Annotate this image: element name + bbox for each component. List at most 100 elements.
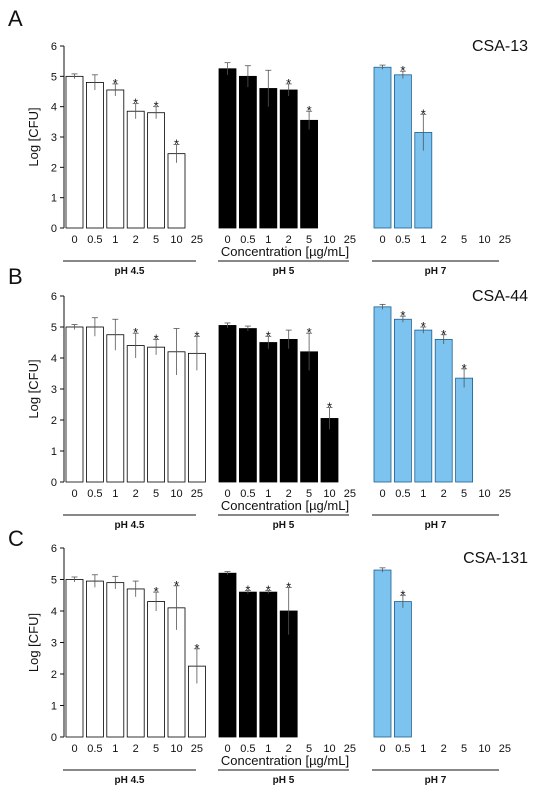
- x-tick-label: 2: [286, 234, 292, 246]
- significance-star: *: [154, 99, 159, 114]
- bar: [373, 66, 392, 229]
- y-tick-label: 6: [51, 41, 57, 53]
- bar: [187, 352, 206, 483]
- significance-star: *: [400, 63, 405, 78]
- x-tick-label: 10: [323, 743, 335, 755]
- bar: [455, 377, 474, 483]
- x-tick-label: 0: [71, 234, 77, 246]
- significance-star: *: [133, 325, 138, 340]
- y-tick-label: 2: [51, 162, 57, 174]
- x-tick-label: 10: [323, 234, 335, 246]
- y-axis-label: Log [CFU]: [26, 613, 41, 672]
- y-tick-label: 4: [51, 353, 57, 365]
- y-tick-label: 4: [51, 102, 57, 114]
- bar: [218, 572, 237, 738]
- bar: [106, 89, 125, 229]
- x-tick-label: 0.5: [87, 488, 102, 500]
- bar: [106, 334, 125, 483]
- bar: [86, 82, 104, 229]
- bar: [218, 325, 237, 483]
- x-tick-label: 0: [379, 234, 385, 246]
- x-tick-label: 2: [133, 743, 139, 755]
- significance-star: *: [133, 96, 138, 111]
- bar: [167, 153, 186, 229]
- x-tick-label: 0.5: [240, 234, 255, 246]
- bar: [300, 351, 319, 483]
- x-tick-label: 25: [191, 234, 203, 246]
- y-tick-label: 3: [51, 384, 57, 396]
- group-label: pH 4.5: [114, 775, 144, 786]
- y-tick-label: 0: [51, 732, 57, 744]
- chart-title: CSA-13: [472, 38, 528, 55]
- group-label: pH 7: [425, 520, 447, 531]
- x-tick-label: 5: [306, 488, 312, 500]
- y-tick-label: 6: [51, 543, 57, 555]
- x-tick-label: 0.5: [395, 488, 410, 500]
- x-tick-label: 1: [112, 743, 118, 755]
- bar: [414, 329, 433, 483]
- group-label: pH 7: [425, 775, 447, 786]
- panel-letter: C: [8, 526, 24, 551]
- significance-star: *: [286, 579, 291, 594]
- bar: [434, 338, 453, 483]
- bar: [86, 326, 104, 483]
- x-tick-label: 10: [170, 488, 182, 500]
- x-tick-label: 2: [133, 234, 139, 246]
- group-label: pH 5: [273, 520, 295, 531]
- x-tick-label: 2: [133, 488, 139, 500]
- group-label: pH 5: [273, 266, 295, 277]
- x-tick-label: 5: [461, 488, 467, 500]
- x-tick-label: 0.5: [87, 234, 102, 246]
- bar: [259, 342, 278, 483]
- x-tick-label: 0: [379, 743, 385, 755]
- bar: [238, 75, 257, 229]
- x-tick-label: 0.5: [240, 743, 255, 755]
- x-tick-label: 25: [499, 488, 511, 500]
- significance-star: *: [194, 328, 199, 343]
- x-tick-label: 2: [286, 488, 292, 500]
- x-tick-label: 10: [478, 743, 490, 755]
- x-tick-label: 5: [153, 488, 159, 500]
- y-tick-label: 1: [51, 701, 57, 713]
- panel-letter: A: [8, 6, 23, 31]
- x-tick-label: 0: [224, 743, 230, 755]
- significance-star: *: [113, 76, 118, 91]
- y-tick-label: 5: [51, 71, 57, 83]
- y-tick-label: 2: [51, 669, 57, 681]
- significance-star: *: [421, 319, 426, 334]
- y-tick-label: 3: [51, 132, 57, 144]
- bar: [279, 338, 298, 483]
- x-tick-label: 5: [306, 743, 312, 755]
- x-axis-label: Concentration [µg/mL]: [221, 498, 349, 513]
- x-tick-label: 2: [286, 743, 292, 755]
- x-tick-label: 1: [265, 743, 271, 755]
- x-tick-label: 25: [344, 234, 356, 246]
- group-label: pH 7: [425, 266, 447, 277]
- x-axis-label: Concentration [µg/mL]: [221, 753, 349, 768]
- y-tick-label: 0: [51, 223, 57, 235]
- x-tick-label: 5: [153, 743, 159, 755]
- x-tick-label: 5: [153, 234, 159, 246]
- significance-star: *: [154, 331, 159, 346]
- significance-star: *: [307, 103, 312, 118]
- x-tick-label: 25: [191, 488, 203, 500]
- x-tick-label: 1: [265, 488, 271, 500]
- bar: [259, 591, 278, 738]
- significance-star: *: [286, 76, 291, 91]
- x-tick-label: 2: [441, 488, 447, 500]
- x-tick-label: 0: [224, 488, 230, 500]
- x-tick-label: 25: [499, 234, 511, 246]
- y-axis-label: Log [CFU]: [26, 107, 41, 166]
- x-tick-label: 10: [323, 488, 335, 500]
- bar: [300, 119, 319, 229]
- x-tick-label: 0.5: [395, 234, 410, 246]
- significance-star: *: [400, 308, 405, 323]
- panel-letter: B: [8, 264, 23, 289]
- significance-star: *: [307, 325, 312, 340]
- bar: [393, 74, 412, 229]
- x-tick-label: 2: [441, 234, 447, 246]
- bar: [126, 588, 145, 738]
